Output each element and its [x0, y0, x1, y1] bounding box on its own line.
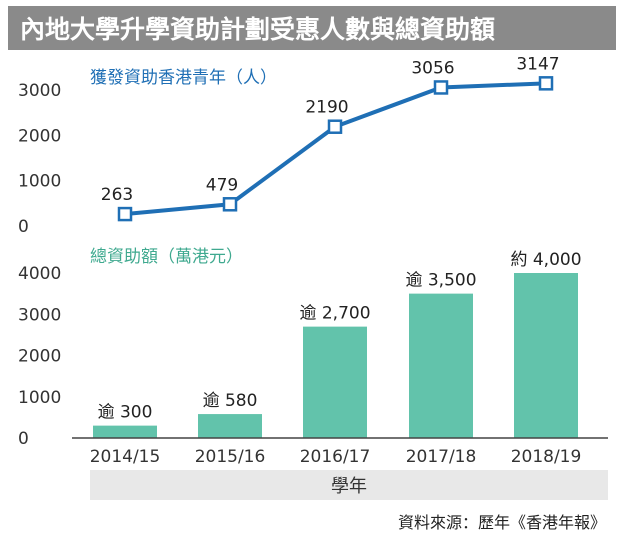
line-y-tick-label: 2000 — [18, 126, 61, 146]
line-y-tick-label: 0 — [18, 217, 29, 237]
line-point — [222, 197, 238, 212]
bar-value-label: 逾 580 — [203, 391, 258, 411]
bar — [514, 273, 578, 438]
xlabel-band — [90, 470, 608, 500]
x-axis-label: 學年 — [331, 476, 367, 497]
line-point-label: 2190 — [305, 98, 348, 118]
bar-value-label: 逾 3,500 — [405, 271, 476, 291]
line-y-tick-label: 3000 — [18, 81, 61, 101]
chart-title: 內地大學升學資助計劃受惠人數與總資助額 — [20, 15, 495, 44]
line-panel: 獲發資助香港青年（人） 0 1000 2000 3000 263 479 2190 3056… — [18, 54, 560, 237]
x-tick-label: 2017/18 — [406, 447, 477, 467]
x-tick-label: 2014/15 — [90, 447, 161, 467]
line-y-tick-label: 1000 — [18, 172, 61, 192]
line-point-label: 479 — [206, 175, 238, 195]
bar-y-tick-label: 3000 — [18, 305, 61, 325]
bar — [198, 414, 262, 438]
bar-panel: 總資助額（萬港元） 0 1000 2000 3000 4000 逾 300 逾 580 逾 … — [18, 247, 608, 449]
line-point-label: 263 — [101, 185, 133, 205]
source-note: 資料來源：歷年《香港年報》 — [398, 513, 606, 532]
bar-y-tick-label: 2000 — [18, 347, 61, 367]
line-point — [433, 80, 449, 95]
line-subtitle: 獲發資助香港青年（人） — [90, 68, 277, 88]
bar-value-label: 逾 300 — [98, 403, 153, 423]
line-point — [117, 206, 133, 222]
x-tick-label: 2016/17 — [300, 447, 371, 467]
line-point-label: 3056 — [411, 58, 454, 78]
line-point-label: 3147 — [516, 54, 559, 74]
bar-value-label: 逾 2,700 — [299, 304, 370, 324]
bar-y-tick-label: 0 — [18, 429, 29, 449]
line-point — [538, 76, 554, 91]
bar — [409, 293, 473, 438]
title-banner — [8, 6, 616, 50]
x-tick-label: 2018/19 — [511, 447, 582, 467]
bar-y-tick-label: 4000 — [18, 264, 61, 284]
bar-subtitle: 總資助額（萬港元） — [90, 247, 243, 267]
bar — [93, 425, 157, 438]
bar-y-tick-label: 1000 — [18, 388, 61, 408]
x-tick-label: 2015/16 — [195, 447, 266, 467]
line-point — [327, 119, 343, 134]
bar — [303, 326, 367, 438]
bar-value-label: 約 4,000 — [510, 250, 581, 270]
